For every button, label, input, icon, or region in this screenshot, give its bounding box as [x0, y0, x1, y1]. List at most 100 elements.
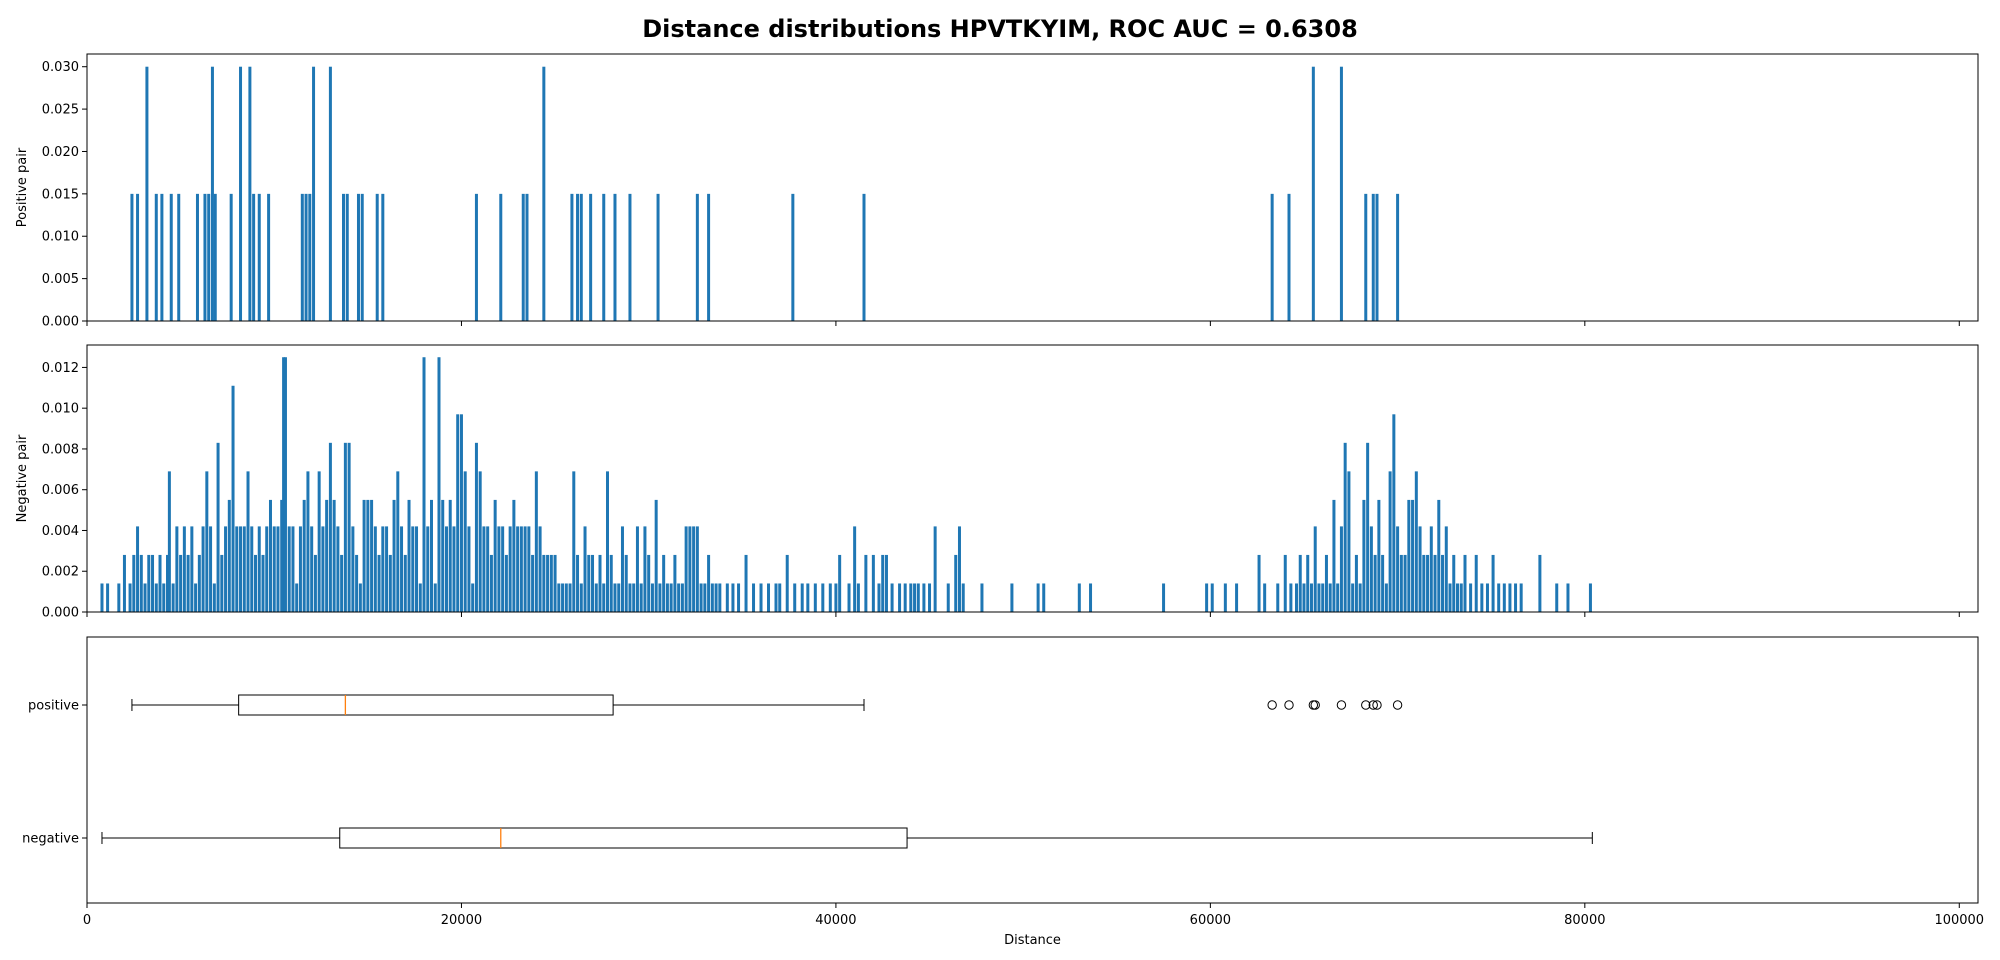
- positive-bar: [207, 193, 211, 321]
- negative-bar: [1444, 526, 1448, 612]
- negative-bar: [1089, 583, 1093, 612]
- negative-bar: [658, 583, 662, 612]
- negative-bar: [1452, 554, 1456, 612]
- negative-bar: [396, 471, 400, 612]
- negative-bar: [151, 554, 155, 612]
- negative-bar: [448, 499, 452, 612]
- negative-bar: [358, 583, 362, 612]
- negative-bar: [504, 554, 508, 612]
- negative-bar: [1469, 583, 1473, 612]
- positive-histogram-panel: 0.000 0.005 0.010 0.015 0.020 0.025 0.030 Posi…: [15, 53, 1979, 330]
- negative-bar: [1459, 583, 1463, 612]
- negative-bar: [186, 554, 190, 612]
- chart-title: Distance distributions HPVTKYIM, ROC AUC…: [642, 15, 1358, 43]
- positive-outlier-point: [1308, 700, 1319, 710]
- negative-bar: [884, 554, 888, 612]
- positive-outlier-point: [1372, 700, 1382, 710]
- negative-bar: [1306, 554, 1310, 612]
- negative-bar: [1433, 554, 1437, 612]
- negative-bar: [688, 526, 692, 612]
- positive-ytick-label: 0.000: [42, 315, 79, 330]
- negative-bar: [654, 499, 658, 612]
- negative-bar: [166, 554, 170, 612]
- negative-bar: [411, 526, 415, 612]
- negative-bar: [1309, 583, 1313, 612]
- positive-bar: [304, 193, 308, 321]
- negative-bar: [122, 554, 126, 612]
- negative-bar: [482, 526, 486, 612]
- positive-outlier-point: [1361, 700, 1371, 710]
- negative-bar: [1343, 442, 1347, 612]
- negative-bar: [778, 583, 782, 612]
- negative-bar: [933, 526, 937, 612]
- positive-outlier-point: [1284, 700, 1294, 710]
- negative-bar: [834, 583, 838, 612]
- negative-bar: [1491, 554, 1495, 612]
- negative-bar: [143, 583, 147, 612]
- negative-bar: [456, 414, 460, 612]
- positive-ytick-label: 0.015: [42, 187, 79, 202]
- positive-bar: [257, 193, 261, 321]
- positive-bar: [154, 193, 158, 321]
- positive-ytick-label: 0.005: [42, 272, 79, 287]
- negative-bar: [167, 471, 171, 612]
- negative-bar: [1321, 583, 1325, 612]
- negative-bar: [1369, 526, 1373, 612]
- negative-bar: [209, 526, 213, 612]
- negative-bar: [628, 583, 632, 612]
- positive-outlier-point: [1392, 700, 1403, 710]
- negative-bar: [1077, 583, 1081, 612]
- positive-outlier-point: [1336, 700, 1347, 710]
- negative-bar: [1485, 583, 1489, 612]
- negative-bar: [890, 583, 894, 612]
- negative-bar: [106, 583, 110, 612]
- negative-bar: [534, 471, 538, 612]
- negative-bar: [1336, 583, 1340, 612]
- positive-bar: [521, 193, 525, 321]
- positive-bar: [613, 193, 617, 321]
- positive-ytick-label: 0.020: [42, 145, 79, 160]
- negative-bar: [441, 499, 445, 612]
- negative-bar: [373, 526, 377, 612]
- negative-bar: [1456, 583, 1460, 612]
- positive-bar: [1287, 193, 1291, 321]
- negative-box: [339, 827, 908, 849]
- negative-bar: [493, 499, 497, 612]
- positive-outlier-point: [1368, 700, 1378, 710]
- positive-bar: [356, 193, 360, 321]
- negative-bar: [576, 554, 580, 612]
- negative-bar: [617, 583, 621, 612]
- negative-bar: [100, 583, 104, 612]
- negative-bar: [392, 499, 396, 612]
- negative-bar: [1508, 583, 1512, 612]
- x-tick-label: 20000: [441, 913, 482, 928]
- negative-bar: [257, 526, 261, 612]
- negative-bar: [639, 583, 643, 612]
- positive-bar: [375, 193, 379, 321]
- positive-outlier-point: [1267, 700, 1277, 710]
- negative-bar: [731, 583, 735, 612]
- positive-bars: [130, 66, 1400, 322]
- negative-bar: [594, 583, 598, 612]
- negative-bar: [1373, 554, 1377, 612]
- negative-bar: [136, 526, 140, 612]
- negative-bar: [430, 499, 433, 612]
- negative-bar: [922, 583, 926, 612]
- negative-bar: [272, 526, 276, 612]
- negative-bar: [194, 583, 198, 612]
- negative-bar: [355, 554, 359, 612]
- negative-bar: [366, 499, 370, 612]
- negative-bar: [546, 554, 550, 612]
- negative-bar: [1538, 554, 1542, 612]
- negative-bar: [1324, 554, 1328, 612]
- negative-bar: [246, 471, 250, 612]
- positive-bar: [210, 66, 214, 322]
- negative-bar: [568, 583, 572, 612]
- negative-bar: [1480, 583, 1484, 612]
- positive-bar: [474, 193, 478, 321]
- negative-bar: [1302, 583, 1306, 612]
- negative-bar: [903, 583, 907, 612]
- negative-bar: [725, 583, 729, 612]
- negative-bar: [158, 554, 162, 612]
